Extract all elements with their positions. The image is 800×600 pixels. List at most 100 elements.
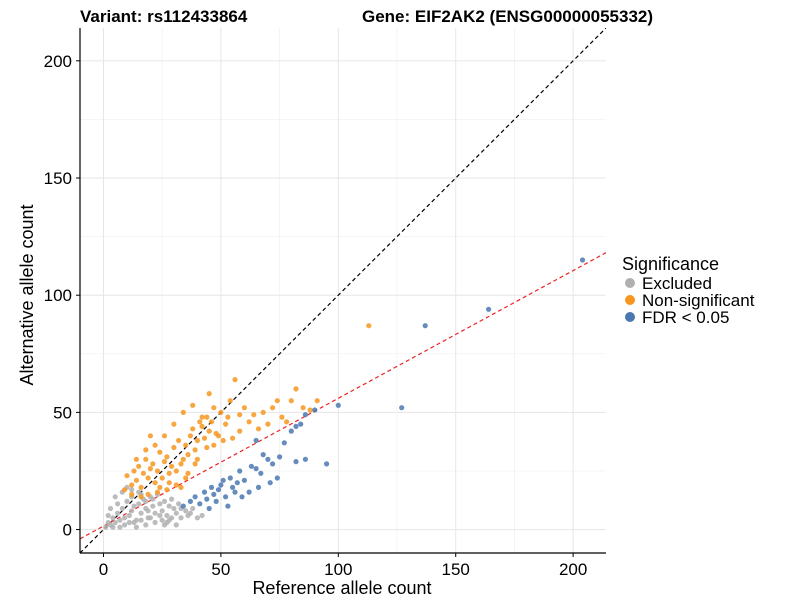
data-point xyxy=(422,323,428,329)
legend-label-non-significant: Non-significant xyxy=(642,291,755,310)
data-point xyxy=(152,480,158,486)
data-point xyxy=(246,419,252,425)
data-point xyxy=(192,461,198,467)
data-point xyxy=(194,456,200,462)
data-point xyxy=(185,452,191,458)
x-tick-label: 200 xyxy=(559,560,587,579)
y-tick-label: 150 xyxy=(44,169,72,188)
data-point xyxy=(110,524,116,530)
data-point xyxy=(260,452,266,458)
data-point xyxy=(180,503,186,509)
data-point xyxy=(131,519,137,526)
y-tick-label: 100 xyxy=(44,286,72,305)
data-point xyxy=(190,426,196,432)
data-point xyxy=(215,433,222,439)
data-point xyxy=(206,391,212,397)
data-point xyxy=(119,505,125,512)
data-point xyxy=(335,402,341,408)
data-point xyxy=(208,419,215,425)
data-point xyxy=(145,491,151,497)
data-point xyxy=(112,494,118,500)
data-point xyxy=(206,505,212,512)
data-point xyxy=(159,475,165,481)
data-point xyxy=(227,475,233,481)
data-point xyxy=(166,470,172,476)
data-point xyxy=(307,407,313,413)
data-point xyxy=(293,459,299,465)
data-point xyxy=(312,407,318,413)
data-point xyxy=(173,482,179,488)
data-point xyxy=(192,494,198,500)
data-point xyxy=(145,508,151,514)
data-point xyxy=(206,428,212,434)
data-point xyxy=(183,442,189,448)
data-point xyxy=(138,517,144,523)
legend-title: Significance xyxy=(622,254,719,274)
data-point xyxy=(166,503,172,509)
data-point xyxy=(166,480,172,486)
data-point xyxy=(133,477,139,483)
data-point xyxy=(225,414,231,420)
data-point xyxy=(579,257,586,263)
data-point xyxy=(164,512,170,519)
data-point xyxy=(180,456,186,462)
data-point xyxy=(129,487,135,493)
data-point xyxy=(197,419,203,425)
data-point xyxy=(194,437,200,444)
data-point xyxy=(204,444,210,451)
x-axis-title: Reference allele count xyxy=(252,578,431,598)
data-point xyxy=(147,515,153,521)
data-point xyxy=(399,405,405,411)
data-point xyxy=(171,444,177,451)
data-point xyxy=(220,437,226,444)
data-point xyxy=(143,522,149,528)
data-point xyxy=(161,522,168,528)
data-point xyxy=(150,496,156,502)
data-points xyxy=(103,257,586,530)
data-point xyxy=(154,489,161,495)
series-excluded xyxy=(103,484,205,530)
data-point xyxy=(143,456,149,462)
data-point xyxy=(173,468,179,474)
data-point xyxy=(176,437,182,444)
data-point xyxy=(232,489,238,495)
data-point xyxy=(251,412,257,418)
data-point xyxy=(302,412,308,418)
axes xyxy=(76,28,606,557)
data-point xyxy=(241,477,247,483)
data-point xyxy=(194,515,200,521)
y-tick-label: 50 xyxy=(53,403,72,422)
data-point xyxy=(211,442,217,448)
x-tick-label: 50 xyxy=(211,560,230,579)
data-point xyxy=(117,524,123,530)
data-point xyxy=(218,482,224,488)
data-point xyxy=(232,377,238,383)
data-point xyxy=(131,468,137,474)
data-point xyxy=(129,482,135,488)
data-point xyxy=(161,459,168,465)
data-point xyxy=(183,508,189,514)
data-point xyxy=(237,412,243,418)
data-point xyxy=(211,491,217,497)
data-point xyxy=(284,419,290,425)
legend-swatch-excluded xyxy=(625,278,635,288)
data-point xyxy=(225,503,231,509)
data-point xyxy=(178,461,184,467)
data-point xyxy=(208,484,215,490)
data-point xyxy=(138,494,144,500)
data-point xyxy=(197,501,203,507)
data-point xyxy=(124,473,130,479)
data-point xyxy=(199,423,205,429)
data-point xyxy=(192,447,198,453)
data-point xyxy=(253,437,259,444)
data-point xyxy=(230,435,236,441)
legend-swatch-non-significant xyxy=(625,295,635,305)
data-point xyxy=(169,496,175,502)
reference-line-identity xyxy=(80,28,606,553)
data-point xyxy=(366,323,372,329)
data-point xyxy=(126,512,132,519)
data-point xyxy=(293,386,299,392)
data-point xyxy=(157,501,163,507)
legend: Significance Excluded Non-significant FD… xyxy=(622,254,755,327)
data-point xyxy=(112,519,118,526)
